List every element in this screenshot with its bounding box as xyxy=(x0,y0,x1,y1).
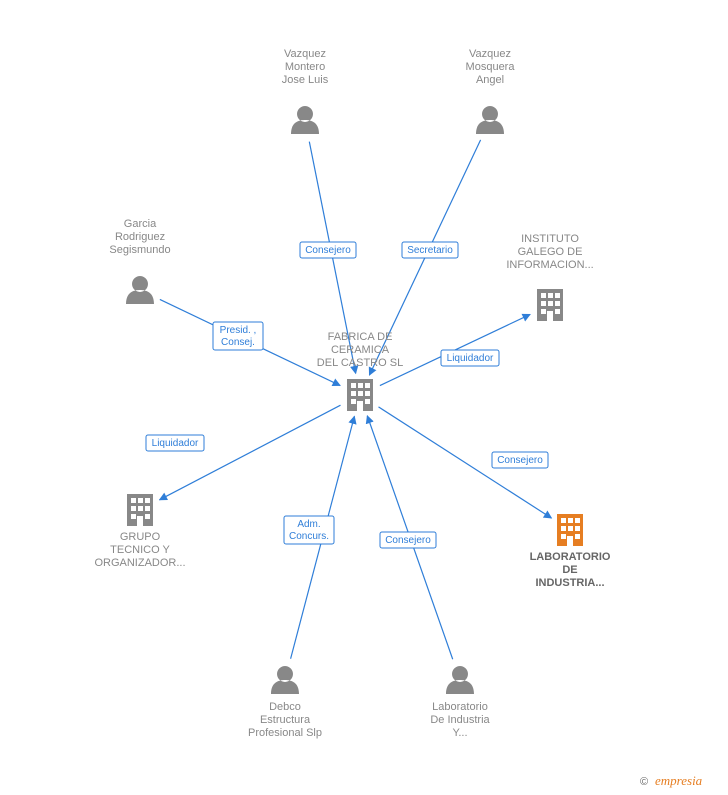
node-label: Garcia xyxy=(124,218,157,230)
building-icon xyxy=(557,514,583,546)
edge-label: Consej. xyxy=(221,337,255,348)
node-label: GALEGO DE xyxy=(518,246,583,258)
node-label: Vazquez xyxy=(469,48,511,60)
edge-label: Consejero xyxy=(497,455,543,466)
building-node: LABORATORIODEINDUSTRIA... xyxy=(530,514,611,589)
node-label: Jose Luis xyxy=(282,74,329,86)
node-label: DE xyxy=(562,564,577,576)
person-icon xyxy=(476,106,504,134)
node-label: Vazquez xyxy=(284,48,326,60)
center-node: FABRICA DECERAMICADEL CASTRO SL xyxy=(317,331,403,411)
node-label: Montero xyxy=(285,61,325,73)
node-label: CERAMICA xyxy=(331,344,390,356)
node-label: TECNICO Y xyxy=(110,544,170,556)
edge-label: Liquidador xyxy=(152,438,199,449)
building-icon xyxy=(537,289,563,321)
building-icon xyxy=(347,379,373,411)
node-label: Profesional Slp xyxy=(248,727,322,739)
network-diagram: Consejero Secretario Presid. ,Consej. Liqui… xyxy=(0,0,728,795)
person-node: VazquezMosqueraAngel xyxy=(466,48,516,134)
node-label: Rodriguez xyxy=(115,231,165,243)
brand-label: empresia xyxy=(655,773,703,788)
node-label: INDUSTRIA... xyxy=(535,577,604,589)
person-node: LaboratorioDe IndustriaY... xyxy=(430,666,490,739)
node-label: Debco xyxy=(269,701,301,713)
person-node: GarciaRodriguezSegismundo xyxy=(109,218,170,304)
person-icon xyxy=(271,666,299,694)
edge xyxy=(159,405,340,500)
node-label: LABORATORIO xyxy=(530,551,611,563)
edge-label: Secretario xyxy=(407,245,453,256)
edge-label: Presid. , xyxy=(220,325,257,336)
edge-label: Consejero xyxy=(385,535,431,546)
person-icon xyxy=(291,106,319,134)
node-label: Y... xyxy=(452,727,467,739)
person-node: DebcoEstructuraProfesional Slp xyxy=(248,666,322,739)
node-label: GRUPO xyxy=(120,531,161,543)
node-label: De Industria xyxy=(430,714,490,726)
node-label: Laboratorio xyxy=(432,701,488,713)
copyright: © xyxy=(640,776,648,788)
edge-label: Adm. xyxy=(297,519,320,530)
person-node: VazquezMonteroJose Luis xyxy=(282,48,329,134)
edge-label: Consejero xyxy=(305,245,351,256)
node-label: Segismundo xyxy=(109,244,170,256)
node-label: Angel xyxy=(476,74,504,86)
edge-label: Concurs. xyxy=(289,531,329,542)
building-node: INSTITUTOGALEGO DEINFORMACION... xyxy=(506,233,593,321)
building-node: GRUPOTECNICO YORGANIZADOR... xyxy=(94,494,185,569)
node-label: INSTITUTO xyxy=(521,233,579,245)
node-label: Estructura xyxy=(260,714,311,726)
person-icon xyxy=(126,276,154,304)
node-label: ORGANIZADOR... xyxy=(94,557,185,569)
node-label: INFORMACION... xyxy=(506,259,593,271)
person-icon xyxy=(446,666,474,694)
node-label: FABRICA DE xyxy=(328,331,393,343)
node-label: DEL CASTRO SL xyxy=(317,357,403,369)
edge-label: Liquidador xyxy=(447,353,494,364)
building-icon xyxy=(127,494,153,526)
node-label: Mosquera xyxy=(466,61,516,73)
